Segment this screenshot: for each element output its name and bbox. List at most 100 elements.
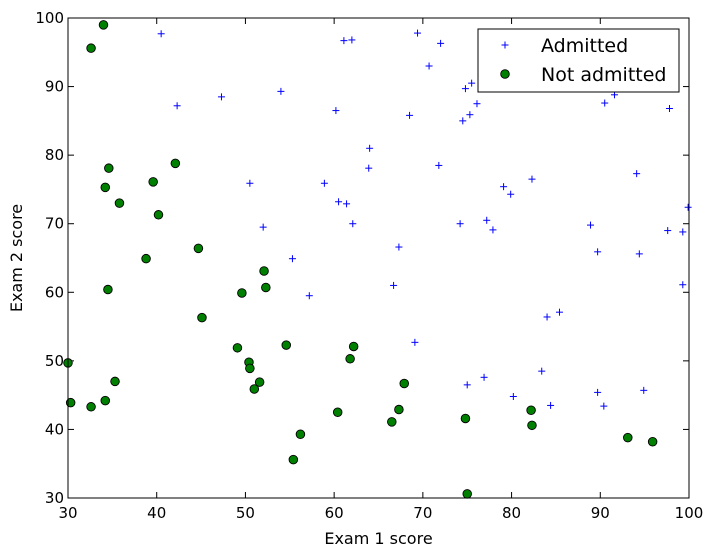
admitted-point <box>509 393 517 401</box>
not-admitted-point <box>394 404 404 415</box>
y-tick-label: 80 <box>45 146 64 164</box>
admitted-point <box>635 250 643 258</box>
admitted-point <box>305 292 313 300</box>
not-admitted-point <box>148 177 158 187</box>
not-admitted-point <box>527 420 537 431</box>
x-axis-ticks: 30 40 50 60 70 80 90 100 <box>58 18 703 522</box>
x-tick-label: 30 <box>58 504 77 522</box>
not-admitted-point <box>249 384 260 394</box>
admitted-point <box>664 227 672 235</box>
admitted-point <box>390 281 398 289</box>
x-tick-label: 60 <box>325 504 344 522</box>
not-admitted-point <box>281 340 291 350</box>
x-tick-label: 40 <box>147 504 166 522</box>
admitted-point <box>395 243 403 251</box>
admitted-point <box>425 62 433 70</box>
admitted-point <box>335 198 343 206</box>
admitted-point <box>665 105 673 113</box>
admitted-point <box>679 281 687 289</box>
admitted-point <box>538 367 546 375</box>
legend-box <box>477 28 680 93</box>
admitted-point <box>555 308 563 316</box>
data-points <box>63 20 692 499</box>
admitted-point <box>601 99 609 107</box>
not-admitted-point <box>348 341 359 352</box>
admitted-point <box>463 381 471 389</box>
not-admitted-point <box>387 417 397 427</box>
not-admitted-point <box>623 432 633 443</box>
y-tick-label: 40 <box>45 420 64 438</box>
admitted-point <box>343 200 351 208</box>
admitted-point <box>684 203 692 211</box>
legend-marker-admitted <box>501 41 509 49</box>
not-admitted-point <box>332 407 343 418</box>
not-admitted-point <box>141 253 151 264</box>
plot-area <box>68 18 689 498</box>
x-axis-label: Exam 1 score <box>324 529 432 548</box>
legend: Admitted Not admitted <box>477 28 680 93</box>
admitted-point <box>246 179 254 187</box>
y-tick-label: 30 <box>45 489 64 507</box>
not-admitted-point <box>254 377 265 387</box>
admitted-point <box>332 107 340 115</box>
legend-marker-not-admitted <box>500 69 510 79</box>
admitted-point <box>277 87 285 95</box>
not-admitted-point <box>103 284 113 295</box>
admitted-point <box>320 179 328 187</box>
admitted-point <box>543 313 551 321</box>
admitted-point <box>157 30 165 38</box>
not-admitted-point <box>65 397 76 408</box>
y-tick-label: 90 <box>45 78 64 96</box>
not-admitted-point <box>153 210 164 220</box>
admitted-point <box>547 401 555 409</box>
admitted-point <box>366 144 374 152</box>
not-admitted-point <box>100 182 111 193</box>
admitted-point <box>594 388 602 396</box>
legend-label-admitted: Admitted <box>541 35 628 57</box>
admitted-point <box>483 216 491 224</box>
admitted-point <box>480 373 488 381</box>
x-tick-label: 100 <box>675 504 704 522</box>
not-admitted-point <box>100 395 111 406</box>
not-admitted-point <box>104 163 114 173</box>
not-admitted-point <box>237 288 247 298</box>
admitted-point <box>217 93 225 101</box>
admitted-point <box>437 39 445 47</box>
not-admitted-point <box>98 20 109 30</box>
legend-circle-marker <box>500 69 510 79</box>
not-admitted-point <box>261 282 271 293</box>
admitted-point <box>600 402 608 410</box>
admitted-point <box>459 117 467 125</box>
not-admitted-point <box>399 378 409 389</box>
admitted-point <box>587 221 595 229</box>
admitted-point <box>414 29 422 37</box>
not-admitted-point <box>86 43 96 53</box>
not-admitted-point <box>526 405 536 415</box>
admitted-point <box>349 220 357 228</box>
admitted-point <box>456 220 464 228</box>
y-axis-ticks: 30 40 50 60 70 80 90 100 <box>35 9 689 507</box>
admitted-point <box>365 164 373 172</box>
y-tick-label: 50 <box>45 352 64 370</box>
not-admitted-point <box>114 198 125 208</box>
not-admitted-point <box>460 413 471 424</box>
admitted-point <box>468 79 476 87</box>
admitted-point <box>340 37 348 45</box>
admitted-point <box>640 386 648 394</box>
admitted-point <box>507 190 515 198</box>
not-admitted-point <box>232 343 243 353</box>
admitted-point <box>348 36 356 44</box>
admitted-point <box>633 170 641 178</box>
not-admitted-point <box>193 243 204 254</box>
legend-plus-marker <box>501 41 509 49</box>
admitted-point <box>489 226 497 234</box>
admitted-point <box>461 85 469 93</box>
admitted-point <box>406 111 414 119</box>
not-admitted-point <box>197 312 207 323</box>
y-tick-label: 100 <box>35 9 64 27</box>
admitted-point <box>288 255 296 263</box>
admitted-point <box>466 111 474 119</box>
not-admitted-point <box>86 402 96 412</box>
admitted-point <box>473 100 481 108</box>
